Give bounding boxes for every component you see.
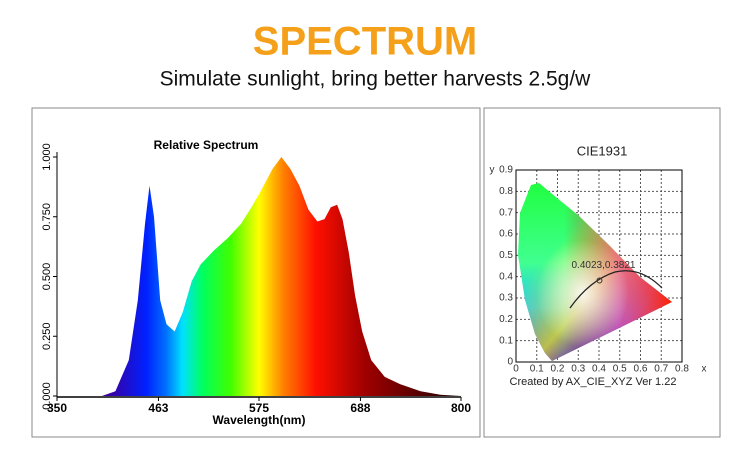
x-tick-label: 800	[451, 401, 471, 415]
y-tick-label: 0.4	[499, 271, 513, 282]
y-tick-label: 0.1	[499, 335, 513, 346]
y-tick-label: 0.8	[499, 186, 513, 197]
y-tick-label: 0	[507, 357, 513, 368]
planckian-locus	[569, 270, 663, 309]
y-tick-label: 0.3	[499, 293, 513, 304]
y-tick-label: 0.750	[41, 203, 53, 231]
y-axis-label: y	[490, 165, 495, 176]
chart-title: CIE1931	[577, 143, 628, 158]
x-axis-label: x	[702, 364, 707, 375]
chart-caption: Created by AX_CIE_XYZ Ver 1.22	[510, 376, 677, 388]
cie-locus	[518, 183, 672, 361]
y-tick-label: 0.250	[41, 322, 53, 350]
x-tick-label: 0.4	[592, 364, 606, 375]
chart-title: Relative Spectrum	[154, 138, 259, 152]
y-tick-label: 0.6	[499, 229, 513, 240]
x-tick-label: 0	[513, 364, 519, 375]
x-tick-label: 463	[148, 401, 168, 415]
chromaticity-point	[596, 277, 603, 284]
x-axis-label: Wavelength(nm)	[213, 413, 306, 427]
plot-frame	[515, 169, 683, 363]
y-tick-label: 0.9	[499, 165, 513, 176]
x-tick-label: 575	[249, 401, 269, 415]
x-tick-label: 350	[47, 401, 67, 415]
x-tick-label: 0.7	[654, 364, 668, 375]
y-tick-label: 0.2	[499, 314, 513, 325]
x-tick-label: 0.1	[530, 364, 544, 375]
x-tick-label: 0.2	[551, 364, 565, 375]
x-tick-label: 688	[350, 401, 370, 415]
y-tick-label: 0.500	[41, 263, 53, 291]
y-tick-label: 0.7	[499, 207, 513, 218]
x-tick-label: 0.5	[613, 364, 627, 375]
y-tick-label: 0.000	[41, 382, 53, 410]
y-tick-label: 1.000	[41, 143, 53, 171]
y-tick-label: 0.5	[499, 250, 513, 261]
x-tick-label: 0.3	[571, 364, 585, 375]
x-tick-label: 0.8	[675, 364, 689, 375]
page-subtitle: Simulate sunlight, bring better harvests…	[160, 68, 592, 91]
page-title: SPECTRUM	[253, 20, 477, 64]
point-label: 0.4023,0.3821	[572, 260, 636, 271]
x-tick-label: 0.6	[634, 364, 648, 375]
spectrum-area	[57, 157, 461, 396]
